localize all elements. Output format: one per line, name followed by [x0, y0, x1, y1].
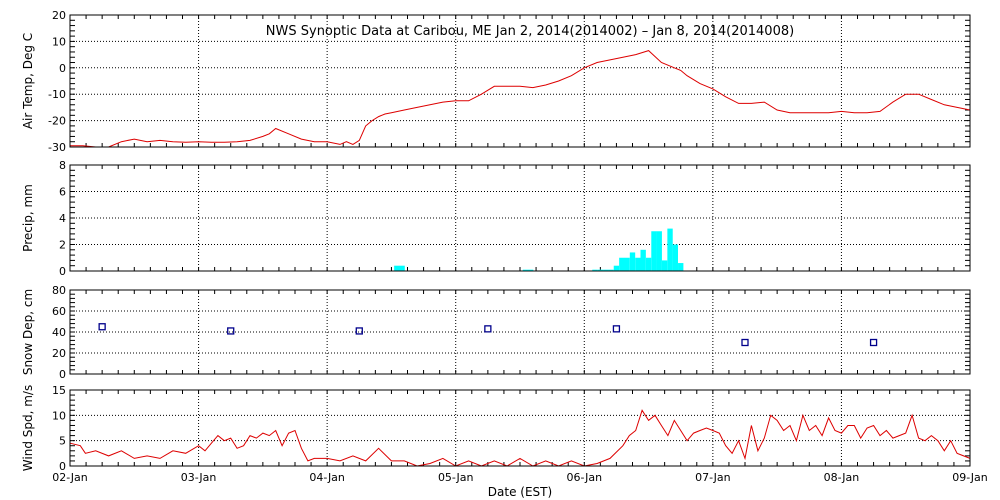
precip-bar — [522, 269, 529, 271]
precip-bar — [656, 231, 662, 271]
y-tick-label: 5 — [59, 435, 66, 448]
series-line — [70, 50, 971, 148]
x-tick-label: 03-Jan — [181, 471, 217, 484]
y-tick-label: 0 — [59, 62, 66, 75]
precip-bar — [394, 265, 400, 271]
panel-frame — [69, 289, 971, 375]
snow-depth-point — [741, 338, 749, 347]
y-tick-label: 60 — [52, 305, 66, 318]
y-axis-label: Wind Spd, m/s — [21, 385, 35, 471]
precip-bar — [635, 257, 641, 271]
precip-bar — [527, 269, 534, 271]
precip-bar — [608, 269, 614, 271]
precip-bar — [667, 228, 673, 271]
precip-bar — [672, 244, 678, 271]
y-tick-label: 20 — [52, 9, 66, 22]
precip-bar — [640, 249, 646, 271]
x-tick-label: 09-Jan — [952, 471, 988, 484]
y-tick-label: 20 — [52, 347, 66, 360]
chart-title: NWS Synoptic Data at Caribou, ME Jan 2, … — [266, 24, 794, 39]
y-tick-label: 10 — [52, 409, 66, 422]
precip-bar — [597, 269, 604, 271]
snow-depth-point — [355, 327, 363, 335]
x-axis-label: Date (EST) — [488, 485, 552, 499]
y-tick-label: -30 — [48, 141, 66, 154]
x-tick-label: 07-Jan — [695, 471, 731, 484]
precip-bar — [645, 257, 652, 271]
snow-depth-point — [484, 325, 492, 333]
y-tick-label: -10 — [48, 88, 66, 101]
precip-bar — [613, 265, 620, 271]
y-axis-label: Air Temp, Deg C — [21, 33, 35, 129]
panel-frame — [69, 164, 971, 272]
y-tick-label: 4 — [59, 212, 66, 225]
x-tick-label: 02-Jan — [52, 471, 88, 484]
y-tick-label: 8 — [59, 159, 66, 172]
snow-depth-point — [612, 325, 621, 333]
precip-bar — [661, 260, 668, 271]
y-tick-label: 40 — [52, 326, 66, 339]
precip-bar — [592, 269, 598, 271]
precip-bar — [603, 269, 609, 271]
y-tick-label: -20 — [48, 115, 66, 128]
panel-line: 0 5 10 15 Wind Spd, m/s — [21, 384, 971, 473]
precip-bar — [651, 231, 657, 271]
panel-frame — [69, 14, 971, 148]
y-tick-label: 80 — [52, 284, 66, 297]
snow-depth-point — [98, 323, 106, 331]
precip-bar — [624, 257, 630, 271]
y-tick-label: 0 — [59, 368, 66, 381]
panel-bar: 0 2 4 6 8 Precip, mm — [21, 159, 971, 278]
panel-line: -30 -20 -10 0 10 20 Air Temp, Deg C — [21, 9, 971, 154]
y-axis-label: Snow Dep, cm — [21, 289, 35, 375]
x-tick-label: 04-Jan — [309, 471, 345, 484]
y-tick-label: 10 — [52, 35, 66, 48]
panel-scatter: 0 20 40 60 80 Snow Dep, cm — [21, 284, 971, 381]
panel-frame — [69, 389, 971, 467]
y-tick-label: 0 — [59, 265, 66, 278]
y-tick-label: 2 — [59, 239, 66, 252]
snow-depth-point — [869, 338, 878, 347]
y-tick-label: 6 — [59, 186, 66, 199]
y-tick-label: 15 — [52, 384, 66, 397]
x-tick-label: 05-Jan — [438, 471, 474, 484]
snow-depth-point — [227, 327, 235, 335]
x-tick-label: 08-Jan — [824, 471, 860, 484]
y-axis-label: Precip, mm — [21, 184, 35, 252]
precip-bar — [678, 263, 684, 271]
y-tick-label: 0 — [59, 460, 66, 473]
series-line — [69, 409, 971, 467]
panels: -30 -20 -10 0 10 20 Air Temp, Deg C 0 2 4 6 8 Precip… — [21, 9, 988, 484]
precip-bar — [619, 257, 625, 271]
precip-bar — [629, 252, 636, 271]
precip-bar — [399, 265, 405, 271]
x-tick-label: 06-Jan — [567, 471, 603, 484]
